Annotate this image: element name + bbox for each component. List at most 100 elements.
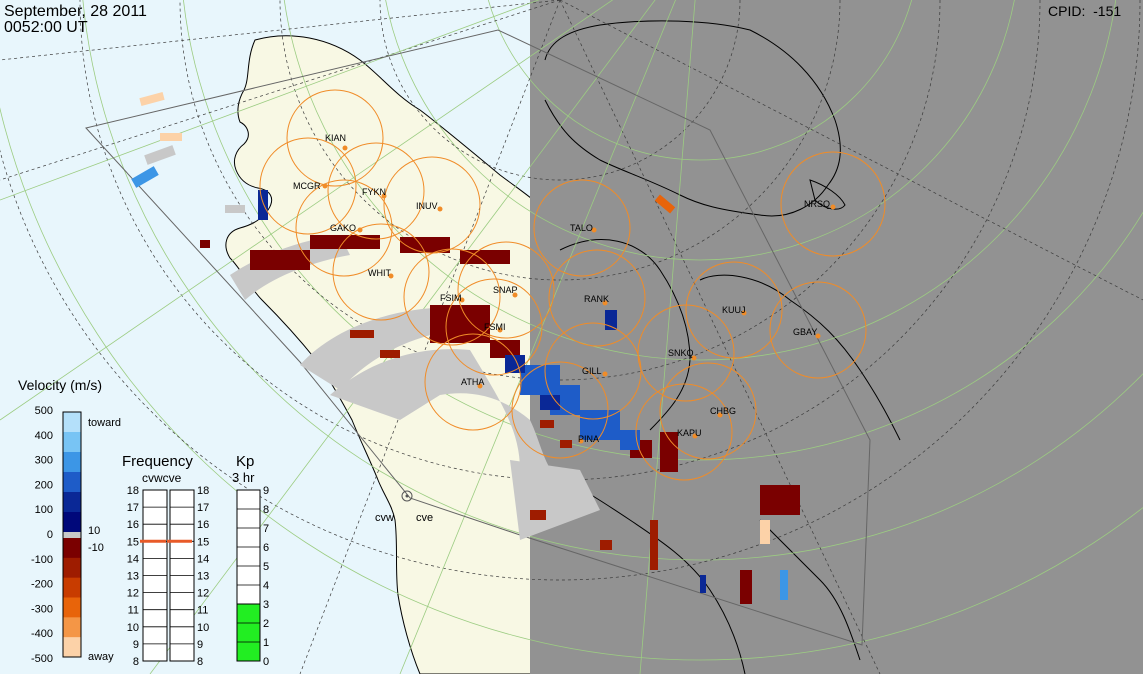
- kp-tick: 3: [263, 599, 269, 611]
- station-label: GAKO: [330, 223, 356, 233]
- frequency-tick: 18: [197, 485, 209, 497]
- kp-tick: 2: [263, 618, 269, 630]
- kp-subtitle: 3 hr: [232, 470, 255, 485]
- station-label: FSMI: [484, 322, 506, 332]
- frequency-tick: 13: [127, 571, 139, 583]
- night-land-outline: [544, 20, 841, 217]
- radar-label-cve: cve: [416, 512, 433, 524]
- velocity-tick: 500: [35, 405, 53, 417]
- station-circles: [259, 89, 886, 481]
- velocity-tick: -300: [31, 603, 53, 615]
- kp-grid: [237, 489, 260, 662]
- velocity-tick: -400: [31, 628, 53, 640]
- velocity-tick: -100: [31, 554, 53, 566]
- velocity-bar-frame: [62, 411, 82, 658]
- frequency-tick: 8: [197, 656, 203, 668]
- frequency-legend: Frequency cvwcve 18 17 16 15 14 13 12 11 10 9 8 18…: [122, 453, 209, 668]
- frequency-tick: 16: [197, 519, 209, 531]
- frequency-tick: 9: [133, 639, 139, 651]
- ground-scatter-band: [63, 532, 81, 538]
- kp-fill: [236, 603, 261, 662]
- velocity-color-band: [63, 452, 81, 473]
- frequency-tick: 14: [127, 553, 139, 565]
- station-label: INUV: [416, 201, 438, 211]
- cpid-value: -151: [1093, 3, 1122, 19]
- station-label: PINA: [578, 434, 599, 444]
- velocity-color-band: [63, 577, 81, 598]
- station-label: RANK: [584, 294, 609, 304]
- time-label: 0052:00 UT: [4, 19, 88, 36]
- station-label: WHIT: [368, 268, 391, 278]
- frequency-tick: 15: [197, 536, 209, 548]
- velocity-legend-title: Velocity (m/s): [18, 377, 102, 393]
- station-dots: [322, 145, 836, 444]
- kp-tick: 5: [263, 561, 269, 573]
- frequency-columns-label: cvwcve: [142, 471, 182, 485]
- frequency-tick: 12: [127, 588, 139, 600]
- velocity-color-band: [63, 412, 81, 433]
- station-label: KIAN: [325, 133, 346, 143]
- station-label: CHBG: [710, 406, 736, 416]
- station-label: MCGR: [293, 181, 321, 191]
- kp-tick: 0: [263, 656, 269, 668]
- radar-fov-outline: [85, 29, 871, 646]
- radar-site: cvw cve: [375, 490, 433, 524]
- frequency-tick: 9: [197, 639, 203, 651]
- velocity-tick: 100: [35, 504, 53, 516]
- frequency-tick: 15: [127, 536, 139, 548]
- frequency-tick: 8: [133, 656, 139, 668]
- velocity-tick: 200: [35, 479, 53, 491]
- date-label: September, 28 2011: [4, 3, 147, 20]
- station-label: FYKN: [362, 187, 386, 197]
- velocity-cells-orange: [654, 194, 676, 214]
- velocity-cells-away-2: [350, 330, 658, 570]
- velocity-cells-fast-toward: [131, 166, 788, 600]
- velocity-cells-away: [200, 235, 800, 604]
- kp-tick: 1: [263, 637, 269, 649]
- velocity-cells-light: [139, 92, 770, 544]
- toward-label: toward: [88, 417, 121, 429]
- velocity-color-band: [63, 472, 81, 493]
- station-label: GBAY: [793, 327, 817, 337]
- station-labels: KIAN MCGR FYKN INUV GAKO WHIT FSIM SNAP …: [293, 133, 830, 444]
- velocity-color-band: [63, 637, 81, 658]
- frequency-tick: 16: [127, 519, 139, 531]
- velocity-tick: 0: [47, 529, 53, 541]
- kp-tick: 7: [263, 523, 269, 535]
- frequency-tick: 10: [127, 622, 139, 634]
- station-label: KAPU: [677, 428, 702, 438]
- kp-tick: 8: [263, 504, 269, 516]
- kp-title: Kp: [236, 453, 254, 470]
- velocity-color-band: [63, 617, 81, 638]
- frequency-tick: 18: [127, 485, 139, 497]
- kp-tick: 4: [263, 580, 269, 592]
- station-label: KUUJ: [722, 305, 746, 315]
- cpid-label-text: CPID:: [1048, 3, 1086, 19]
- frequency-tick: 13: [197, 571, 209, 583]
- frequency-tick: 10: [197, 622, 209, 634]
- velocity-color-band: [63, 538, 81, 559]
- frequency-tick: 17: [127, 502, 139, 514]
- velocity-tick-labels: 500 400 300 200 100 0 -100 -200 -300 -400 -500: [31, 405, 53, 665]
- velocity-color-band: [63, 597, 81, 618]
- ground-scatter-upper-label: 10: [88, 525, 100, 537]
- frequency-ticks-right: 18 17 16 15 14 13 12 11 10 9 8: [197, 485, 209, 668]
- station-label: GILL: [582, 366, 602, 376]
- velocity-color-bar: [62, 411, 82, 658]
- kp-tick: 9: [263, 485, 269, 497]
- station-label: FSIM: [440, 293, 462, 303]
- frequency-tick: 11: [197, 605, 208, 617]
- frequency-title: Frequency: [122, 453, 193, 470]
- velocity-color-band: [63, 492, 81, 513]
- frequency-ticks-left: 18 17 16 15 14 13 12 11 10 9 8: [127, 485, 139, 668]
- velocity-color-band: [63, 432, 81, 453]
- station-label: TALO: [570, 223, 593, 233]
- cpid-label: CPID: -151: [1048, 4, 1121, 19]
- frequency-tick: 14: [197, 553, 209, 565]
- kp-legend: Kp 3 hr 9 8 7 6 5 4 3 2 1 0: [232, 453, 269, 668]
- velocity-tick: -500: [31, 653, 53, 665]
- station-label: SNKQ: [668, 348, 694, 358]
- radar-label-cvw: cvw: [375, 512, 394, 524]
